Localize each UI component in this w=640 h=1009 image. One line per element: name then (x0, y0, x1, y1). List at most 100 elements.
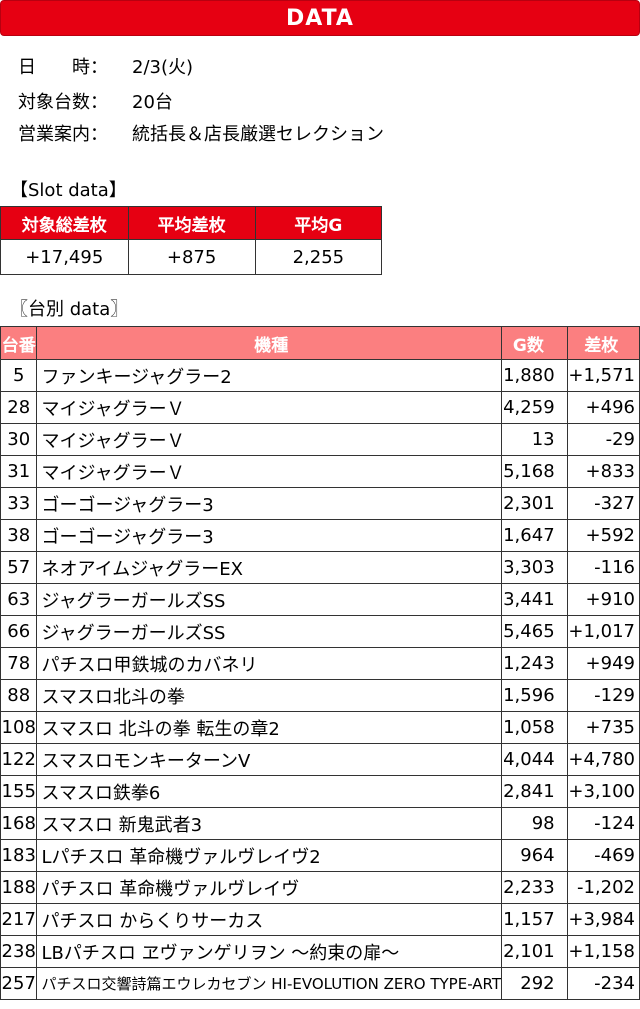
coin-diff: +833 (566, 455, 640, 488)
game-count: 2,841 (501, 775, 568, 808)
slot-data-heading: 【Slot data】 (10, 180, 127, 201)
info-count-label: 対象台数： (18, 92, 108, 113)
game-count: 964 (501, 839, 568, 872)
machine-name: ジャグラーガールズSS (36, 615, 503, 648)
game-count: 1,058 (501, 711, 568, 744)
table-row: 168 スマスロ 新鬼武者3 98 -124 (0, 807, 640, 840)
machine-name: マイジャグラーＶ (36, 391, 503, 424)
coin-diff: -1,202 (566, 871, 640, 904)
game-count: 1,243 (501, 647, 568, 680)
machine-number: 217 (0, 903, 38, 936)
coin-diff: +4,780 (566, 743, 640, 776)
game-count: 3,303 (501, 551, 568, 584)
machine-name: パチスロ甲鉄城のカバネリ (36, 647, 503, 680)
game-count: 2,101 (501, 935, 568, 968)
machine-number: 66 (0, 615, 38, 648)
coin-diff: -129 (566, 679, 640, 712)
table-row: 38 ゴーゴージャグラー3 1,647 +592 (0, 519, 640, 552)
machine-name: パチスロ交響詩篇エウレカセブン HI-EVOLUTION ZERO TYPE-A… (36, 967, 503, 1000)
info-guide-value: 統括長＆店長厳選セレクション (132, 124, 384, 145)
coin-diff: +1,158 (566, 935, 640, 968)
header-machine-type: 機種 (36, 326, 503, 360)
coin-diff: -124 (566, 807, 640, 840)
game-count: 98 (501, 807, 568, 840)
machine-number: 5 (0, 359, 38, 392)
machine-number: 122 (0, 743, 38, 776)
machine-name: ジャグラーガールズSS (36, 583, 503, 616)
table-row: 78 パチスロ甲鉄城のカバネリ 1,243 +949 (0, 647, 640, 680)
game-count: 2,233 (501, 871, 568, 904)
machine-number: 155 (0, 775, 38, 808)
header-diff: 差枚 (566, 326, 640, 360)
machine-name: ネオアイムジャグラーEX (36, 551, 503, 584)
info-guide: 営業案内： 統括長＆店長厳選セレクション (18, 123, 384, 147)
machine-name: パチスロ 革命機ヴァルヴレイヴ (36, 871, 503, 904)
coin-diff: -469 (566, 839, 640, 872)
machine-name: スマスロ 北斗の拳 転生の章2 (36, 711, 503, 744)
machine-name: スマスロ北斗の拳 (36, 679, 503, 712)
banner-title: DATA (286, 5, 354, 31)
machine-number: 168 (0, 807, 38, 840)
summary-avg-games: 2,255 (254, 239, 383, 275)
machine-number: 63 (0, 583, 38, 616)
machine-number: 183 (0, 839, 38, 872)
machine-number: 257 (0, 967, 38, 1000)
table-row: 28 マイジャグラーＶ 4,259 +496 (0, 391, 640, 424)
machine-name: ゴーゴージャグラー3 (36, 519, 503, 552)
table-row: 33 ゴーゴージャグラー3 2,301 -327 (0, 487, 640, 520)
table-row: 122 スマスロモンキーターンV 4,044 +4,780 (0, 743, 640, 776)
machine-number: 108 (0, 711, 38, 744)
machine-number: 31 (0, 455, 38, 488)
data-banner: DATA (0, 0, 640, 36)
table-row: 183 Lパチスロ 革命機ヴァルヴレイヴ2 964 -469 (0, 839, 640, 872)
machine-number: 30 (0, 423, 38, 456)
summary-table: 対象総差枚 平均差枚 平均G +17,495 +875 2,255 (0, 206, 383, 275)
table-row: 30 マイジャグラーＶ 13 -29 (0, 423, 640, 456)
machine-name: マイジャグラーＶ (36, 455, 503, 488)
game-count: 1,596 (501, 679, 568, 712)
game-count: 292 (501, 967, 568, 1000)
game-count: 1,647 (501, 519, 568, 552)
info-date-value: 2/3(火) (132, 57, 194, 78)
machine-number: 238 (0, 935, 38, 968)
coin-diff: +1,017 (566, 615, 640, 648)
game-count: 4,259 (501, 391, 568, 424)
table-row: 5 ファンキージャグラー2 1,880 +1,571 (0, 359, 640, 392)
game-count: 1,157 (501, 903, 568, 936)
machine-name: ファンキージャグラー2 (36, 359, 503, 392)
table-row: 188 パチスロ 革命機ヴァルヴレイヴ 2,233 -1,202 (0, 871, 640, 904)
machine-name: マイジャグラーＶ (36, 423, 503, 456)
info-date-label: 日 時： (18, 57, 108, 78)
info-count: 対象台数： 20台 (18, 91, 173, 115)
info-guide-label: 営業案内： (18, 124, 108, 145)
coin-diff: +949 (566, 647, 640, 680)
table-row: 238 LBパチスロ ヱヴァンゲリヲン ～約束の扉～ 2,101 +1,158 (0, 935, 640, 968)
game-count: 3,441 (501, 583, 568, 616)
coin-diff: +3,100 (566, 775, 640, 808)
machine-number: 33 (0, 487, 38, 520)
coin-diff: -116 (566, 551, 640, 584)
table-row: 155 スマスロ鉄拳6 2,841 +3,100 (0, 775, 640, 808)
info-count-value: 20台 (132, 92, 173, 113)
coin-diff: +592 (566, 519, 640, 552)
machine-number: 78 (0, 647, 38, 680)
coin-diff: +910 (566, 583, 640, 616)
machine-name: スマスロモンキーターンV (36, 743, 503, 776)
game-count: 2,301 (501, 487, 568, 520)
table-row: 63 ジャグラーガールズSS 3,441 +910 (0, 583, 640, 616)
machine-name: スマスロ 新鬼武者3 (36, 807, 503, 840)
table-row: 88 スマスロ北斗の拳 1,596 -129 (0, 679, 640, 712)
game-count: 13 (501, 423, 568, 456)
table-row: 217 パチスロ からくりサーカス 1,157 +3,984 (0, 903, 640, 936)
summary-header-avg-diff: 平均差枚 (127, 206, 256, 240)
coin-diff: +3,984 (566, 903, 640, 936)
machine-name: LBパチスロ ヱヴァンゲリヲン ～約束の扉～ (36, 935, 503, 968)
table-row: 31 マイジャグラーＶ 5,168 +833 (0, 455, 640, 488)
machine-number: 57 (0, 551, 38, 584)
header-games: G数 (501, 326, 568, 360)
machine-name: パチスロ からくりサーカス (36, 903, 503, 936)
coin-diff: -327 (566, 487, 640, 520)
summary-header-avg-games: 平均G (254, 206, 383, 240)
game-count: 5,168 (501, 455, 568, 488)
table-row: 66 ジャグラーガールズSS 5,465 +1,017 (0, 615, 640, 648)
